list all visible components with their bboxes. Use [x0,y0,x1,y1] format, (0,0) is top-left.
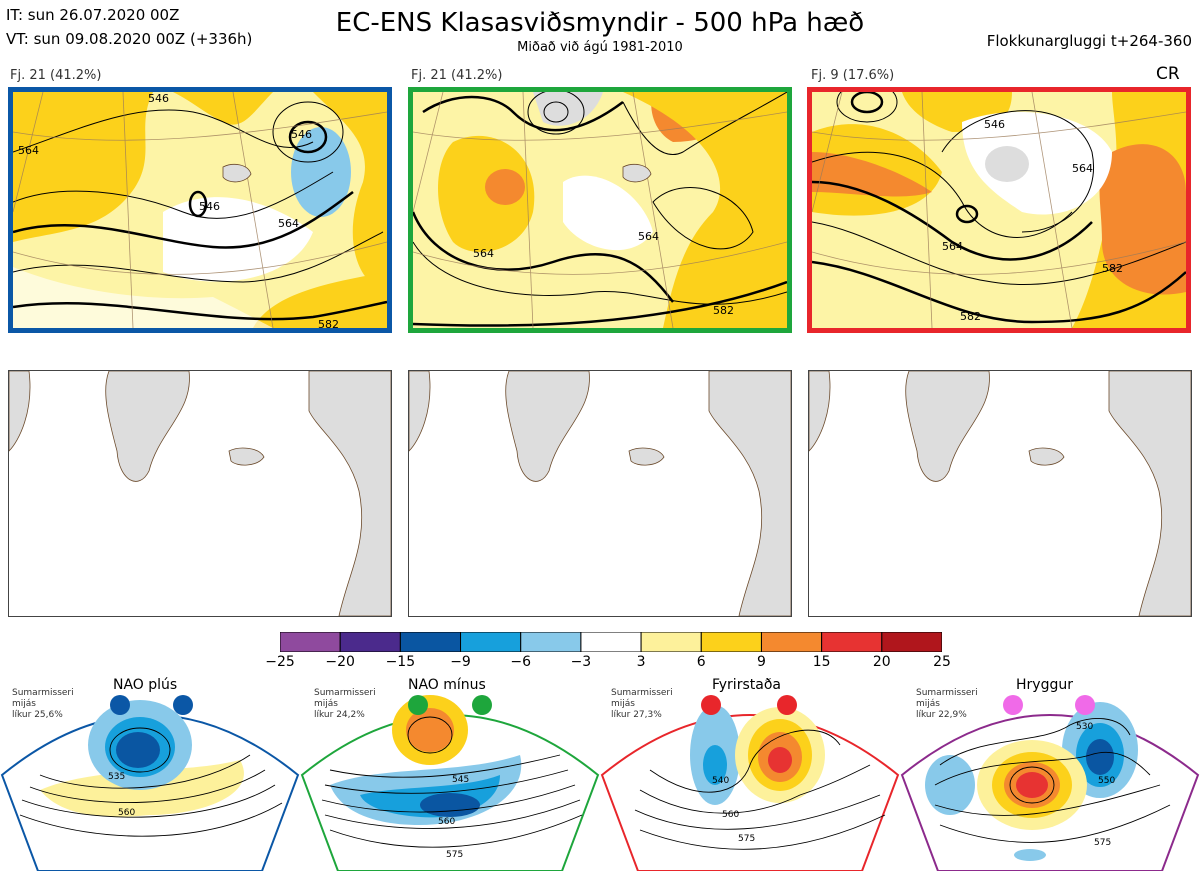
cluster-map-2: 564 564 582 582 [408,87,792,333]
colorbar-swatch [881,631,943,653]
contour-label: 582 [1102,262,1123,275]
colorbar-swatch [339,631,401,653]
regime-contour: 545 [452,775,469,785]
contour-label: 564 [638,230,659,243]
regime-2-sub: mijás [314,699,338,709]
regime-4-sub: mijás [916,699,940,709]
contour-label: 564 [18,144,39,157]
contour-label: 564 [473,247,494,260]
contour-label: 546 [148,92,169,105]
colorbar-tick: 20 [872,654,891,670]
regime-contour: 535 [108,772,125,782]
cluster-2-label: Fj. 21 (41.2%) [411,68,503,83]
regime-contour: 560 [438,817,455,827]
regime-nao-minus-map: 545 560 575 [300,695,600,872]
regime-contour: 560 [118,808,135,818]
regime-contour: 560 [722,810,739,820]
colorbar [279,631,943,653]
regime-1-prob: líkur 25,6% [12,710,63,720]
regime-contour: 540 [712,776,729,786]
colorbar-tick: 9 [756,654,766,670]
regime-2-prob: líkur 24,2% [314,710,365,720]
regime-4-prob: líkur 22,9% [916,710,967,720]
colorbar-tick: −6 [510,654,532,670]
regime-row: 535 560 545 560 575 [0,675,1200,872]
regime-contour: 575 [738,834,755,844]
regime-1-season: Sumarmisseri [12,688,74,698]
cluster-3-label: Fj. 9 (17.6%) [811,68,895,83]
regime-nao-plus-map: 535 560 [0,695,300,872]
regime-4-season: Sumarmisseri [916,688,978,698]
contour-label: 582 [960,310,981,323]
colorbar-swatch [580,631,642,653]
page-subtitle: Miðað við ágú 1981-2010 [517,40,683,55]
colorbar-tick: 25 [933,654,951,670]
empty-map-3 [808,370,1192,617]
regime-1-name: NAO plús [113,677,178,693]
contour-label: 582 [318,318,339,328]
colorbar-swatch [700,631,762,653]
colorbar-swatch [399,631,462,653]
regime-blocking-map: 540 560 575 [600,695,900,872]
colorbar-tick: −25 [265,654,295,670]
colorbar-swatch [760,631,823,653]
colorbar-tick: −9 [450,654,471,670]
colorbar-swatch [520,631,582,653]
contour-label: 582 [713,304,734,317]
regime-3-name: Fyrirstaða [712,677,781,693]
colorbar-tick: 15 [812,654,831,670]
contour-label: 546 [199,200,220,213]
colorbar-tick: 6 [696,654,706,670]
cluster-map-3: 546 564 564 582 582 [807,87,1191,333]
regime-3-season: Sumarmisseri [611,688,673,698]
colorbar-swatch [460,631,522,653]
classification-window: Flokkunargluggi t+264-360 [986,32,1192,50]
regime-2-name: NAO mínus [408,677,486,693]
colorbar-ticks: −25 −20 −15 −9 −6 −3 3 6 9 15 20 25 [260,654,962,674]
regime-contour: 575 [1094,838,1111,848]
empty-map-2 [408,370,792,617]
contour-label: 546 [291,128,312,141]
cluster-map-1: 546 564 546 546 564 582 [8,87,392,333]
regime-3-prob: líkur 27,3% [611,710,662,720]
regime-2-season: Sumarmisseri [314,688,376,698]
contour-label: 546 [984,118,1005,131]
cluster-3-tag: CR [1156,64,1180,84]
regime-contour: 575 [446,850,463,860]
colorbar-tick: −15 [385,654,416,670]
regime-1-sub: mijás [12,699,36,709]
regime-3-sub: mijás [611,699,635,709]
contour-label: 582 [563,326,584,328]
contour-label: 564 [278,217,299,230]
regime-4-name: Hryggur [1016,677,1073,693]
colorbar-swatch [821,631,883,653]
colorbar-tick: −20 [325,654,355,670]
regime-ridge-map: 530 550 575 [900,695,1200,872]
colorbar-swatch [640,631,702,653]
regime-contour: 550 [1098,776,1115,786]
contour-label: 564 [942,240,963,253]
colorbar-tick: 3 [636,654,646,670]
initial-time: IT: sun 26.07.2020 00Z [6,6,180,24]
cluster-1-label: Fj. 21 (41.2%) [10,68,102,83]
colorbar-swatch [279,631,341,653]
empty-map-1 [8,370,392,617]
contour-label: 564 [1072,162,1093,175]
page-title: EC-ENS Klasasviðsmyndir - 500 hPa hæð [335,8,865,38]
valid-time: VT: sun 09.08.2020 00Z (+336h) [6,30,253,48]
colorbar-tick: −3 [570,654,592,670]
regime-contour: 530 [1076,722,1093,732]
